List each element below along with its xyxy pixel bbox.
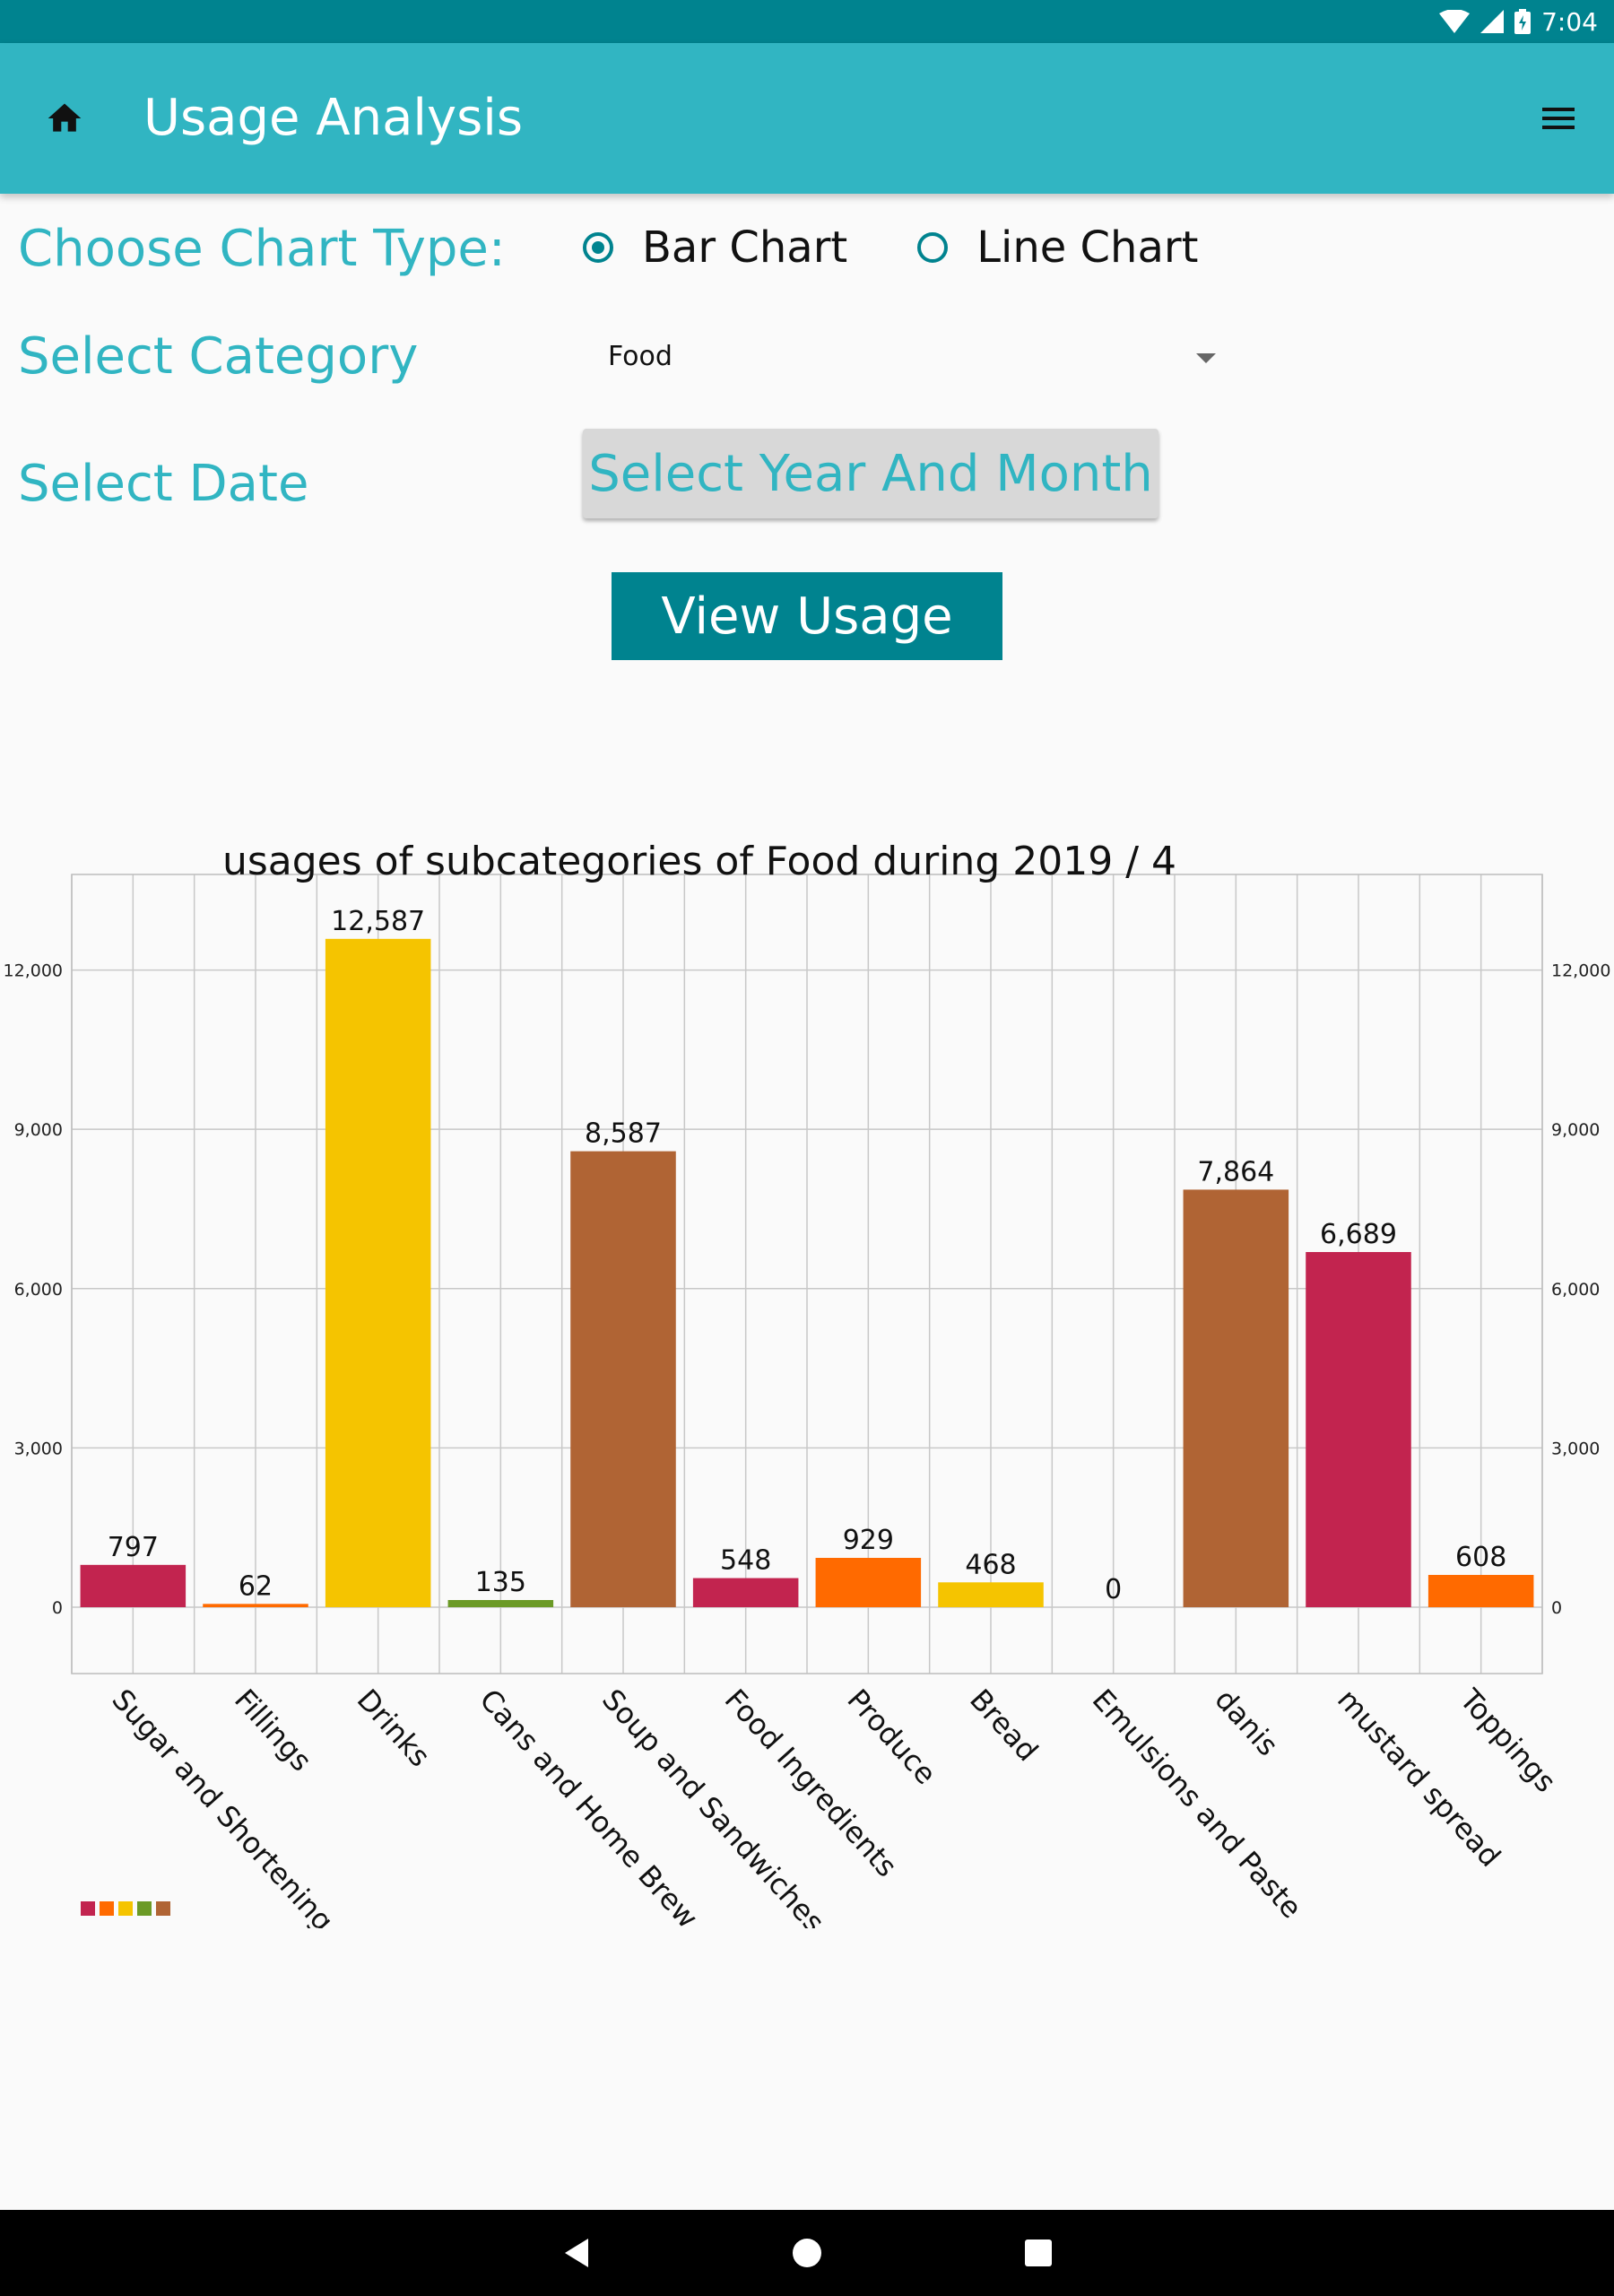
chart-title: usages of subcategories of Food during 2… (222, 839, 1176, 884)
x-category-label: Sugar and Shortening (105, 1683, 340, 1928)
radio-line-chart-label[interactable]: Line Chart (976, 222, 1199, 273)
x-category-label: Fillings (228, 1683, 318, 1778)
page-title: Usage Analysis (143, 89, 524, 147)
recents-icon[interactable] (1020, 2235, 1056, 2271)
bar-value-label: 6,689 (1320, 1219, 1397, 1250)
y-tick-label-right: 6,000 (1551, 1280, 1600, 1300)
legend-swatch (156, 1901, 170, 1916)
x-category-label: danis (1208, 1683, 1285, 1762)
status-icons: 7:04 (1439, 0, 1598, 43)
hamburger-menu-icon[interactable] (1539, 100, 1578, 136)
x-category-label: Soup and Sandwiches (595, 1683, 831, 1928)
bar-value-label: 548 (720, 1545, 771, 1577)
bar-8 (938, 1582, 1044, 1607)
y-tick-label-right: 9,000 (1551, 1120, 1600, 1140)
x-category-label: Cans and Home Brew (473, 1683, 705, 1928)
bar-value-label: 929 (843, 1525, 894, 1556)
dropdown-arrow-icon (1196, 353, 1216, 363)
cell-signal-icon (1480, 10, 1505, 33)
y-tick-label-left: 9,000 (14, 1120, 63, 1140)
bar-value-label: 12,587 (331, 906, 425, 937)
status-bar: 7:04 (0, 0, 1614, 43)
category-dropdown-value: Food (608, 341, 672, 372)
select-year-month-button[interactable]: Select Year And Month (583, 429, 1158, 518)
home-icon[interactable] (45, 99, 84, 138)
bar-1 (80, 1564, 187, 1607)
legend-swatch (137, 1901, 152, 1916)
x-category-label: Produce (840, 1683, 942, 1791)
bar-4 (447, 1600, 554, 1607)
battery-icon (1514, 9, 1532, 34)
bar-5 (570, 1151, 676, 1607)
bar-10 (1183, 1189, 1289, 1607)
view-usage-button[interactable]: View Usage (612, 572, 1002, 660)
radio-bar-chart-label[interactable]: Bar Chart (642, 222, 848, 273)
x-category-label: Drinks (351, 1683, 438, 1773)
status-time: 7:04 (1541, 6, 1598, 37)
bar-value-label: 62 (239, 1570, 273, 1602)
bar-11 (1306, 1251, 1411, 1607)
bar-2 (203, 1604, 308, 1607)
x-category-label: Toppings (1453, 1682, 1563, 1799)
legend-swatch (118, 1901, 133, 1916)
bar-12 (1427, 1575, 1534, 1607)
chart-type-label: Choose Chart Type: (18, 220, 506, 278)
bar-value-label: 0 (1105, 1574, 1122, 1605)
chart-type-radio-group: Bar Chart Line Chart (583, 219, 1268, 276)
y-tick-label-left: 6,000 (14, 1280, 63, 1300)
bar-value-label: 797 (108, 1532, 159, 1563)
back-icon[interactable] (560, 2235, 595, 2271)
system-nav-bar (0, 2210, 1614, 2296)
bar-value-label: 7,864 (1197, 1156, 1274, 1187)
y-tick-label-left: 12,000 (4, 961, 63, 981)
bar-value-label: 608 (1455, 1542, 1506, 1573)
bar-3 (325, 938, 431, 1607)
date-label: Select Date (18, 455, 309, 513)
y-tick-label-left: 0 (52, 1598, 63, 1618)
y-tick-label-right: 3,000 (1551, 1439, 1600, 1458)
y-tick-label-right: 12,000 (1551, 961, 1610, 981)
category-dropdown[interactable]: Food (606, 334, 1216, 384)
usage-bar-chart: 0 0 3,000 3,000 6,000 6,000 9,000 9,000 12,000 12… (4, 839, 1611, 1928)
home-circle-icon[interactable] (789, 2235, 825, 2271)
radio-circle-unchecked[interactable] (917, 232, 949, 263)
app-bar: Usage Analysis (0, 43, 1614, 194)
plot-border (71, 874, 1543, 1674)
legend-swatch (100, 1901, 114, 1916)
wifi-icon (1439, 10, 1471, 33)
bar-value-label: 135 (475, 1567, 526, 1598)
legend-swatch (81, 1901, 95, 1916)
bar-value-label: 468 (965, 1549, 1016, 1580)
y-tick-label-right: 0 (1551, 1598, 1562, 1618)
radio-bar-chart[interactable]: Bar Chart (583, 222, 847, 273)
x-category-label: Bread (963, 1683, 1045, 1768)
bar-7 (815, 1557, 922, 1607)
bar-6 (692, 1578, 799, 1607)
radio-circle-checked[interactable] (583, 232, 613, 263)
x-category-label: Emulsions and Paste (1086, 1683, 1309, 1925)
radio-line-chart[interactable]: Line Chart (917, 222, 1198, 273)
y-tick-label-left: 3,000 (14, 1439, 63, 1458)
bar-value-label: 8,587 (585, 1118, 662, 1150)
category-label: Select Category (18, 327, 419, 386)
